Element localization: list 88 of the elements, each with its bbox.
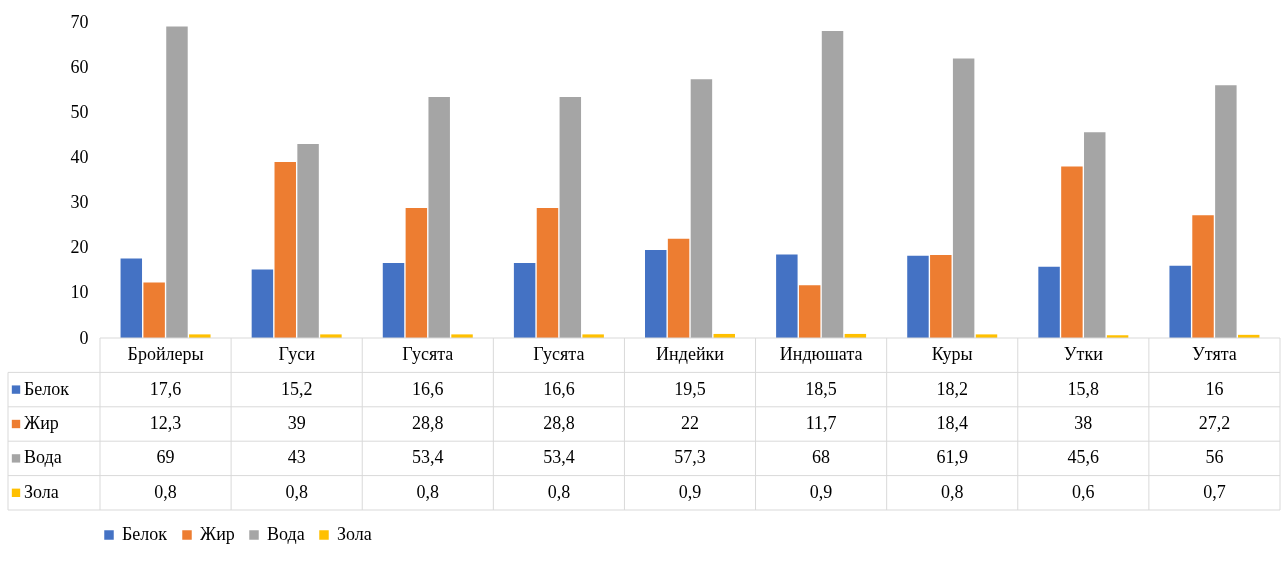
data-label: 15,2 bbox=[280, 378, 313, 399]
data-label: 0,9 bbox=[678, 481, 702, 502]
y-tick-label: 60 bbox=[70, 56, 89, 77]
bar bbox=[166, 26, 188, 338]
data-label: 61,9 bbox=[936, 447, 968, 468]
text: Зола bbox=[24, 481, 59, 502]
data-label: 18,5 bbox=[805, 378, 837, 399]
data-label: 27,2 bbox=[1198, 413, 1231, 433]
data-label: 0,7 bbox=[1203, 481, 1226, 502]
bar bbox=[1061, 166, 1083, 338]
bar bbox=[1084, 132, 1106, 338]
x-tick-label: Индюшата bbox=[779, 344, 863, 365]
data-label: 11,7 bbox=[805, 413, 837, 433]
data-label: 19,5 bbox=[674, 378, 706, 399]
y-tick-label: 50 bbox=[70, 101, 89, 122]
data-label: 45,6 bbox=[1067, 447, 1100, 468]
data-label: 17,6 bbox=[149, 378, 182, 399]
bar bbox=[274, 161, 296, 338]
data-label: 39 bbox=[287, 413, 306, 433]
bar bbox=[428, 96, 450, 338]
data-label: 68 bbox=[812, 447, 831, 468]
bar bbox=[143, 282, 165, 338]
data-label: 12,3 bbox=[149, 413, 182, 433]
bar bbox=[798, 285, 821, 338]
data-label: 0,8 bbox=[940, 481, 964, 502]
legend-label: Жир bbox=[24, 413, 59, 433]
x-tick-label: Индейки bbox=[656, 344, 725, 365]
text: Вода bbox=[267, 524, 305, 544]
data-label: 16,6 bbox=[412, 378, 444, 399]
x-tick-label: Гуси bbox=[278, 344, 316, 365]
bar bbox=[251, 269, 274, 338]
data-label: 0,8 bbox=[547, 481, 571, 502]
text: Белок bbox=[122, 524, 168, 544]
data-label: 57,3 bbox=[674, 447, 706, 468]
bar bbox=[776, 254, 798, 338]
bar bbox=[907, 255, 929, 338]
data-label: 0,8 bbox=[154, 481, 177, 502]
data-label: 0,9 bbox=[809, 481, 833, 502]
bar bbox=[513, 263, 536, 338]
x-tick-label: Гусята bbox=[402, 344, 454, 365]
text: Жир bbox=[200, 524, 235, 544]
data-label: 18,4 bbox=[936, 413, 968, 433]
bar bbox=[382, 263, 405, 338]
bar bbox=[1192, 215, 1214, 338]
data-label: 16,6 bbox=[543, 378, 575, 399]
data-label: 53,4 bbox=[543, 447, 575, 468]
data-label: 0,8 bbox=[285, 481, 308, 502]
legend-label: Вода bbox=[24, 447, 62, 468]
bar bbox=[1038, 266, 1060, 338]
data-label: 53,4 bbox=[412, 447, 444, 468]
bar bbox=[559, 96, 582, 338]
legend-label: Белок bbox=[24, 378, 70, 399]
bar bbox=[952, 58, 975, 338]
bar bbox=[297, 143, 319, 338]
bar bbox=[1215, 85, 1237, 338]
x-tick-label: Бройлеры bbox=[127, 344, 204, 365]
bar bbox=[536, 207, 559, 338]
data-label: 38 bbox=[1074, 413, 1093, 433]
data-label: 56 bbox=[1205, 447, 1224, 468]
bar bbox=[930, 254, 952, 338]
bar bbox=[405, 207, 428, 338]
data-label: 28,8 bbox=[412, 413, 444, 433]
y-tick-label: 20 bbox=[70, 237, 89, 258]
y-tick-label: 30 bbox=[70, 192, 89, 213]
bar bbox=[645, 249, 667, 338]
x-tick-label: Утята bbox=[1192, 344, 1237, 365]
y-tick-label: 40 bbox=[70, 146, 89, 167]
data-label: 28,8 bbox=[543, 413, 575, 433]
bar bbox=[690, 79, 713, 338]
y-tick-label: 70 bbox=[70, 11, 89, 32]
bar bbox=[1169, 265, 1191, 338]
x-tick-label: Гусята bbox=[533, 344, 585, 365]
x-tick-label: Куры bbox=[931, 344, 973, 365]
data-label: 0,6 bbox=[1072, 481, 1095, 502]
y-tick-label: 10 bbox=[70, 282, 89, 303]
y-tick-label: 0 bbox=[79, 327, 89, 348]
data-label: 16 bbox=[1205, 378, 1224, 399]
data-label: 0,8 bbox=[416, 481, 440, 502]
data-label: 43 bbox=[287, 447, 306, 468]
data-label: 69 bbox=[156, 447, 175, 468]
data-label: 18,2 bbox=[936, 378, 968, 399]
legend-label: Зола bbox=[337, 524, 372, 544]
data-label: 15,8 bbox=[1067, 378, 1100, 399]
bar bbox=[667, 238, 690, 338]
bar bbox=[821, 31, 844, 338]
x-tick-label: Утки bbox=[1063, 344, 1104, 365]
bar bbox=[120, 258, 143, 338]
data-label: 22 bbox=[681, 413, 699, 433]
